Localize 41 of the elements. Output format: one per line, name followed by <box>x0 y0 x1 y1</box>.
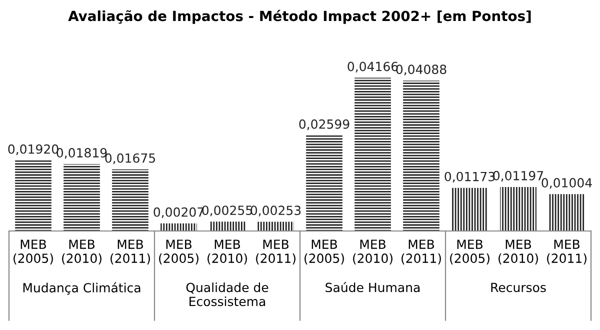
data-label: 0,01197 <box>493 170 544 182</box>
x-tick-label: MEB (2005) <box>14 240 53 264</box>
data-label: 0,00207 <box>154 207 204 218</box>
data-label: 0,01675 <box>105 153 156 164</box>
x-tick-label: MEB (2011) <box>110 240 150 264</box>
text: Recursos <box>491 282 546 292</box>
bar <box>112 169 148 231</box>
data-label: 0,00255 <box>202 206 252 216</box>
data-label: 0,01920 <box>8 144 58 156</box>
text: Mudança Climática <box>23 282 140 295</box>
x-tick-label: MEB (2005) <box>450 240 490 264</box>
bar <box>354 78 391 231</box>
x-tick-label: MEB (2011) <box>402 240 441 264</box>
x-tick-label: MEB (2010) <box>62 240 102 264</box>
data-label: 0,01004 <box>542 178 592 189</box>
data-label: 0,00253 <box>250 206 301 216</box>
bar <box>160 223 197 231</box>
text: Saúde Humana <box>326 282 420 292</box>
data-label: 0,04088 <box>396 64 446 76</box>
x-tick-label: MEB (2010) <box>208 240 247 264</box>
text: Qualidade de Ecossistema <box>186 282 268 306</box>
x-tick-label: MEB (2011) <box>256 240 296 264</box>
bar <box>64 164 100 231</box>
x-tick-label: MEB (2005) <box>159 240 198 264</box>
data-label: 0,04166 <box>348 62 398 72</box>
x-tick-label: MEB (2010) <box>498 240 538 264</box>
bar <box>500 186 536 231</box>
bar <box>15 160 52 231</box>
bar <box>548 194 585 231</box>
bar <box>209 222 246 231</box>
data-label: 0,01819 <box>56 148 107 159</box>
x-tick-label: MEB (2011) <box>547 240 586 264</box>
bar <box>306 135 342 231</box>
bar <box>403 80 440 231</box>
data-label: 0,02599 <box>299 119 350 130</box>
bar <box>258 222 294 231</box>
x-tick-label: MEB (2010) <box>353 240 392 264</box>
chart-title: Avaliação de Impactos - Método Impact 2002+ [em Pontos] <box>68 10 531 24</box>
x-tick-label: MEB (2005) <box>304 240 344 264</box>
data-label: 0,01173 <box>444 172 495 183</box>
bar <box>452 188 488 231</box>
